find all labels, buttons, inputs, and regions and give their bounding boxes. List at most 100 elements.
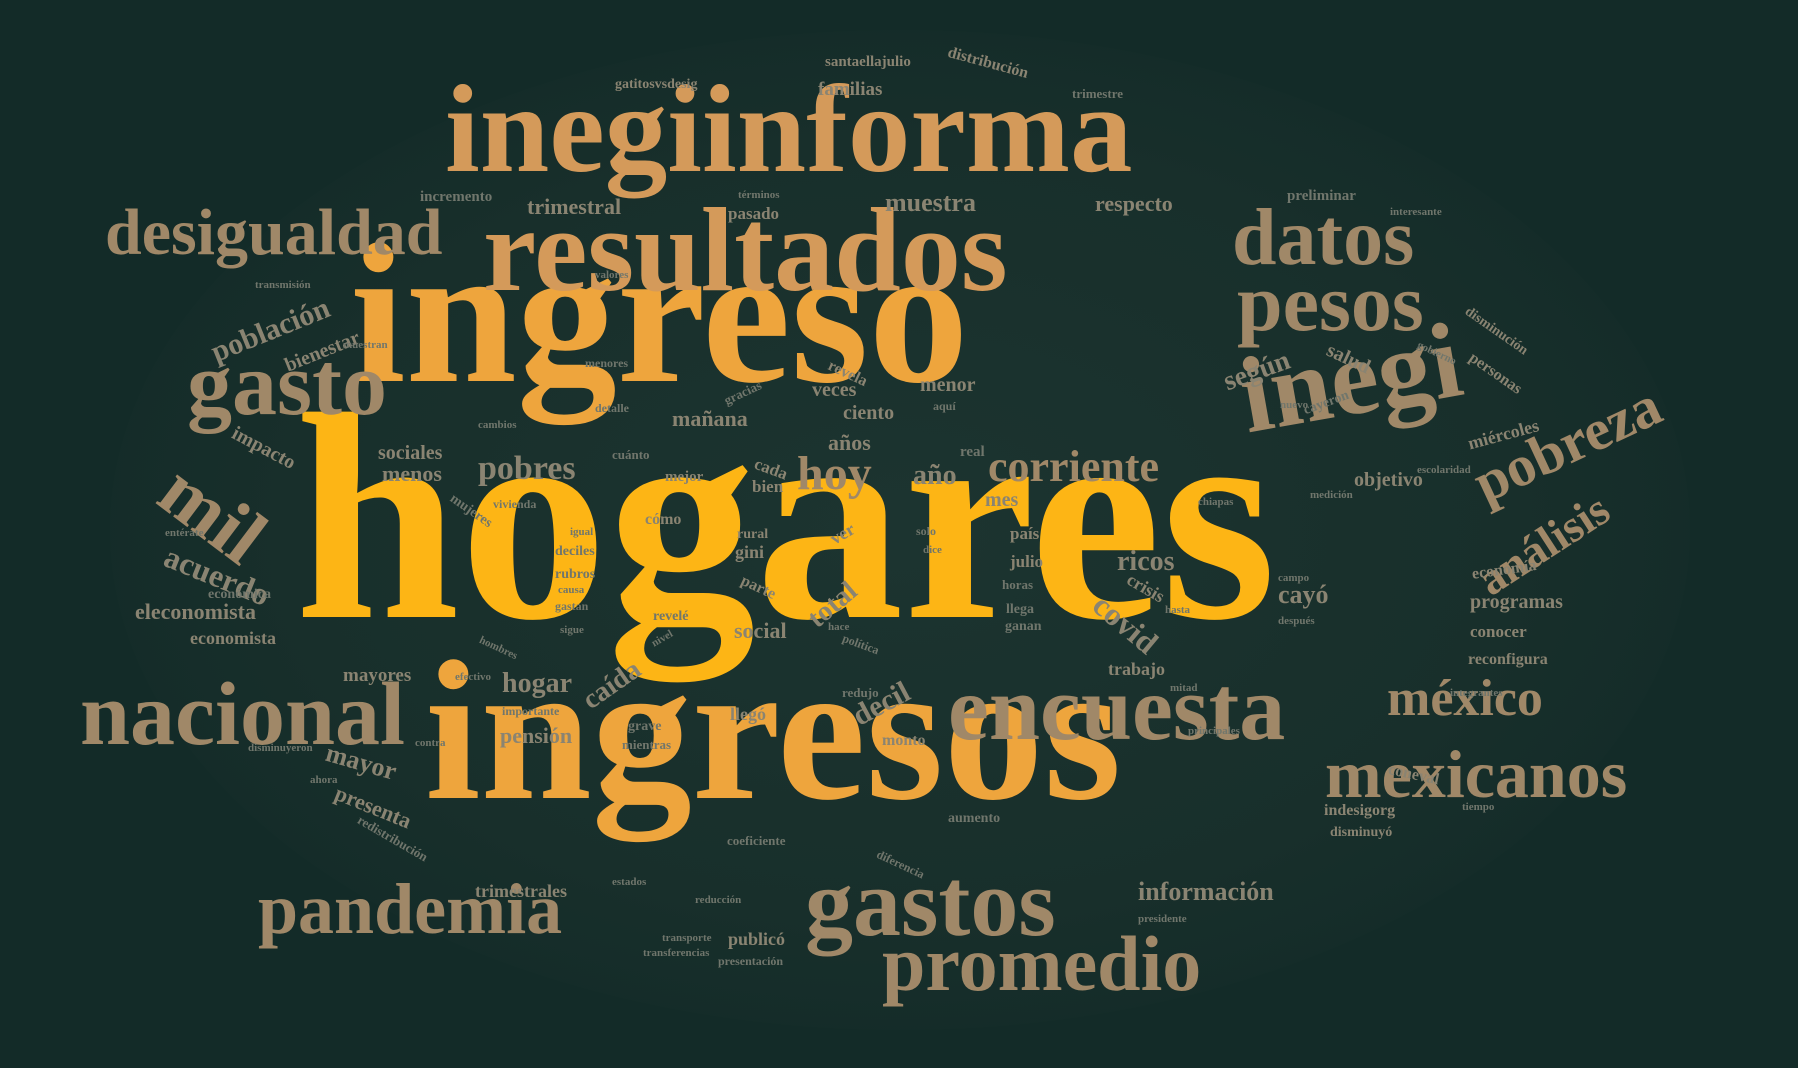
word-importante: importante bbox=[502, 704, 560, 718]
word-transferencias: transferencias bbox=[643, 947, 710, 959]
word-gatitosvsdesig: gatitosvsdesig bbox=[615, 77, 698, 92]
word-mientras: mientras bbox=[622, 737, 672, 752]
word-manana: mañana bbox=[672, 406, 748, 431]
word-ingreso: ingreso bbox=[350, 204, 969, 425]
word-gasto: gasto bbox=[187, 335, 387, 434]
word-inegiinforma: inegiinforma bbox=[445, 61, 1133, 199]
word-corriente: corriente bbox=[988, 442, 1159, 491]
word-cuanto: cuánto bbox=[612, 447, 650, 462]
word-desigualdad: desigualdad bbox=[105, 196, 443, 269]
word-muestra: muestra bbox=[885, 188, 976, 217]
word-pandemia: pandemia bbox=[258, 869, 563, 949]
word-presidente: presidente bbox=[1138, 913, 1187, 925]
word-menores: menores bbox=[585, 356, 629, 370]
word-detalle: detalle bbox=[595, 401, 629, 415]
word-rural: rural bbox=[737, 527, 769, 542]
word-horas: horas bbox=[1002, 577, 1034, 592]
word-mejor: mejor bbox=[665, 469, 704, 485]
word-integrantes: integrantes bbox=[1450, 687, 1503, 699]
word-sigue: sigue bbox=[560, 624, 584, 636]
word-veces: veces bbox=[812, 379, 857, 401]
word-santaellajulio: santaellajulio bbox=[825, 54, 911, 70]
word-estados: estados bbox=[612, 876, 647, 888]
word-economica: económica bbox=[208, 587, 271, 602]
word-reduccion: reducción bbox=[695, 894, 742, 906]
word-cayo: cayó bbox=[1278, 580, 1329, 609]
word-hogares: hogares bbox=[295, 354, 1277, 682]
word-nacional: nacional bbox=[80, 665, 406, 764]
word-encuesta: encuesta bbox=[948, 657, 1286, 759]
word-aumento: aumento bbox=[948, 811, 1001, 826]
word-julio: julio bbox=[1010, 552, 1044, 571]
word-publico: publicó bbox=[728, 929, 786, 949]
word-escolaridad: escolaridad bbox=[1417, 464, 1471, 476]
word-gastos: gastos bbox=[805, 849, 1056, 956]
word-ahora: ahora bbox=[310, 774, 338, 786]
word-pesos: pesos bbox=[1237, 257, 1424, 348]
word-real: real bbox=[960, 444, 985, 460]
word-cambios: cambios bbox=[478, 419, 517, 431]
word-redujo: redujo bbox=[842, 685, 879, 700]
word-disminuyo: disminuyó bbox=[1330, 825, 1393, 840]
word-gini: gini bbox=[735, 542, 765, 562]
word-mitad: mitad bbox=[1170, 682, 1198, 694]
word-enterate: entérate bbox=[165, 527, 204, 539]
word-igual: igual bbox=[570, 526, 594, 538]
word-trabajo: trabajo bbox=[1108, 659, 1165, 679]
word-ganan: ganan bbox=[1005, 619, 1042, 634]
word-trimestral: trimestral bbox=[527, 194, 622, 219]
word-informacion: información bbox=[1138, 877, 1274, 906]
word-contra: contra bbox=[415, 737, 446, 749]
word-solo: solo bbox=[916, 524, 937, 538]
word-ingresos: ingresos bbox=[425, 621, 1122, 842]
word-ano: año bbox=[913, 460, 957, 491]
cloud-backdrop bbox=[110, 30, 1690, 1030]
word-conocer: conocer bbox=[1470, 622, 1527, 641]
word-llega: llega bbox=[1006, 602, 1034, 617]
word-valores: valores bbox=[595, 269, 629, 281]
word-indesigorg: indesigorg bbox=[1324, 802, 1396, 819]
word-transmision: transmisión bbox=[255, 279, 311, 291]
word-bien: bien bbox=[752, 477, 784, 496]
word-nuevo: nuevo bbox=[1280, 399, 1309, 411]
word-llego: llegó bbox=[730, 704, 766, 724]
word-mayores: mayores bbox=[343, 665, 412, 686]
word-principales: principales bbox=[1188, 725, 1240, 737]
word-economista: economista bbox=[190, 628, 276, 648]
word-trimestre: trimestre bbox=[1072, 86, 1124, 101]
word-datos: datos bbox=[1232, 194, 1415, 282]
word-tiempo: tiempo bbox=[1462, 801, 1495, 813]
word-reconfigura: reconfigura bbox=[1468, 651, 1548, 668]
word-rubros: rubros bbox=[555, 567, 596, 582]
word-resultados: resultados bbox=[483, 183, 1008, 316]
word-muestran: muestran bbox=[343, 339, 388, 351]
word-dice: dice bbox=[923, 544, 942, 556]
word-hace: hace bbox=[828, 621, 850, 633]
word-pension: pensión bbox=[500, 723, 573, 748]
word-ciento: ciento bbox=[843, 402, 895, 424]
word-hogar: hogar bbox=[502, 668, 572, 699]
word-grave: grave bbox=[628, 719, 662, 734]
word-menor: menor bbox=[920, 374, 976, 396]
word-revele: revelé bbox=[653, 609, 689, 624]
word-interesante: interesante bbox=[1390, 206, 1442, 218]
word-despues: después bbox=[1278, 615, 1315, 627]
word-promedio: promedio bbox=[882, 920, 1202, 1007]
word-disminuyeron: disminuyeron bbox=[248, 742, 313, 754]
word-aqui: aquí bbox=[933, 399, 956, 413]
word-sociales: sociales bbox=[378, 442, 443, 464]
word-mexicanos: mexicanos bbox=[1325, 736, 1628, 812]
word-transporte: transporte bbox=[662, 932, 712, 944]
word-vivienda: vivienda bbox=[493, 497, 537, 511]
word-terminos: términos bbox=[738, 189, 780, 201]
word-deciles: deciles bbox=[555, 544, 595, 559]
word-chiapas: chiapas bbox=[1198, 496, 1234, 508]
word-eleconomista: eleconomista bbox=[135, 599, 256, 624]
word-anos: años bbox=[828, 430, 871, 455]
word-objetivo: objetivo bbox=[1354, 469, 1423, 491]
word-familias: familias bbox=[818, 79, 883, 100]
word-monto: monto bbox=[882, 732, 926, 749]
word-efectivo: efectivo bbox=[455, 671, 492, 683]
word-coeficiente: coeficiente bbox=[727, 833, 786, 848]
